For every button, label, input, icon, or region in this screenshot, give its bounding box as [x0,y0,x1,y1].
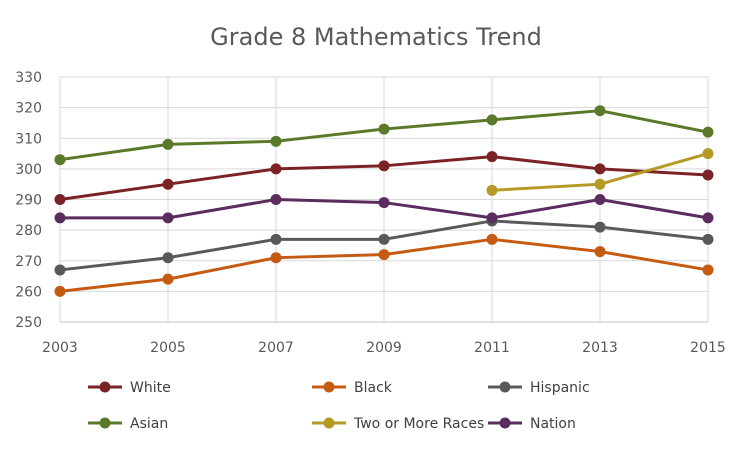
y-tick-label-330: 330 [15,70,42,86]
x-tick-label-2005: 2005 [150,340,186,356]
legend-swatch-marker-nation [499,417,511,429]
data-point-hispanic-2009 [378,233,390,245]
y-tick-label-250: 250 [15,315,42,331]
series-group [54,105,714,297]
legend-label-white: White [130,380,171,396]
axes: 250 260 270 280 290 300 310 320 330 2003 2005 2007 2… [15,70,726,356]
data-point-asian-2015 [702,126,714,138]
data-point-black-2009 [378,249,390,261]
data-point-white-2009 [378,160,390,172]
legend-label-two-or-more-races: Two or More Races [353,416,484,432]
y-tick-label-320: 320 [15,101,42,117]
data-point-black-2015 [702,264,714,276]
series-white [54,151,714,205]
y-tick-label-280: 280 [15,223,42,239]
data-point-black-2013 [594,246,606,258]
legend: White Black Hispanic Asian Two or More Races… [88,380,590,432]
y-tick-label-300: 300 [15,162,42,178]
data-point-two-or-more-races-2015 [702,148,714,160]
legend-label-asian: Asian [130,416,168,432]
data-point-asian-2007 [270,135,282,147]
x-tick-label-2015: 2015 [690,340,726,356]
data-point-asian-2013 [594,105,606,117]
legend-item-hispanic: Hispanic [488,380,590,396]
legend-swatch-marker-white [99,381,111,393]
data-point-nation-2007 [270,194,282,205]
series-nation [54,194,714,224]
data-point-black-2005 [162,273,174,285]
legend-swatch-marker-asian [99,417,111,429]
data-point-white-2015 [702,169,714,181]
series-asian [54,105,714,166]
y-tick-label-270: 270 [15,254,42,270]
x-tick-label-2009: 2009 [366,340,402,356]
legend-item-two-or-more-races: Two or More Races [312,416,484,432]
data-point-black-2003 [54,285,66,297]
series-black [54,233,714,297]
data-point-asian-2011 [486,114,498,126]
x-tick-label-2013: 2013 [582,340,618,356]
data-point-two-or-more-races-2011 [486,184,498,196]
legend-swatch-marker-black [323,381,335,393]
x-tick-label-2011: 2011 [474,340,510,356]
data-point-nation-2011 [486,212,498,224]
data-point-hispanic-2007 [270,233,282,245]
y-tick-label-290: 290 [15,193,42,209]
data-point-nation-2005 [162,212,174,224]
data-point-asian-2005 [162,138,174,150]
legend-label-hispanic: Hispanic [530,380,590,396]
data-point-two-or-more-races-2013 [594,178,606,190]
legend-item-white: White [88,380,171,396]
data-point-black-2011 [486,233,498,245]
data-point-nation-2013 [594,194,606,205]
data-point-nation-2015 [702,212,714,224]
legend-item-asian: Asian [88,416,168,432]
data-point-nation-2003 [54,212,66,224]
data-point-asian-2003 [54,154,66,166]
data-point-white-2005 [162,178,174,190]
x-tick-label-2007: 2007 [258,340,294,356]
x-tick-label-2003: 2003 [42,340,78,356]
data-point-nation-2009 [378,197,390,209]
data-point-white-2003 [54,194,66,205]
data-point-black-2007 [270,252,282,264]
data-point-hispanic-2013 [594,221,606,233]
data-point-hispanic-2005 [162,252,174,264]
series-two-or-more-races [486,148,714,196]
legend-item-nation: Nation [488,416,576,432]
data-point-hispanic-2015 [702,233,714,245]
chart-title: Grade 8 Mathematics Trend [210,23,542,51]
y-tick-label-310: 310 [15,131,42,147]
y-tick-label-260: 260 [15,284,42,300]
legend-swatch-marker-two-or-more-races [323,417,335,429]
legend-swatch-marker-hispanic [499,381,511,393]
legend-item-black: Black [312,380,393,396]
data-point-white-2011 [486,151,498,163]
data-point-white-2007 [270,163,282,175]
legend-label-black: Black [354,380,393,396]
data-point-hispanic-2003 [54,264,66,276]
legend-label-nation: Nation [530,416,576,432]
data-point-asian-2009 [378,123,390,135]
data-point-white-2013 [594,163,606,175]
